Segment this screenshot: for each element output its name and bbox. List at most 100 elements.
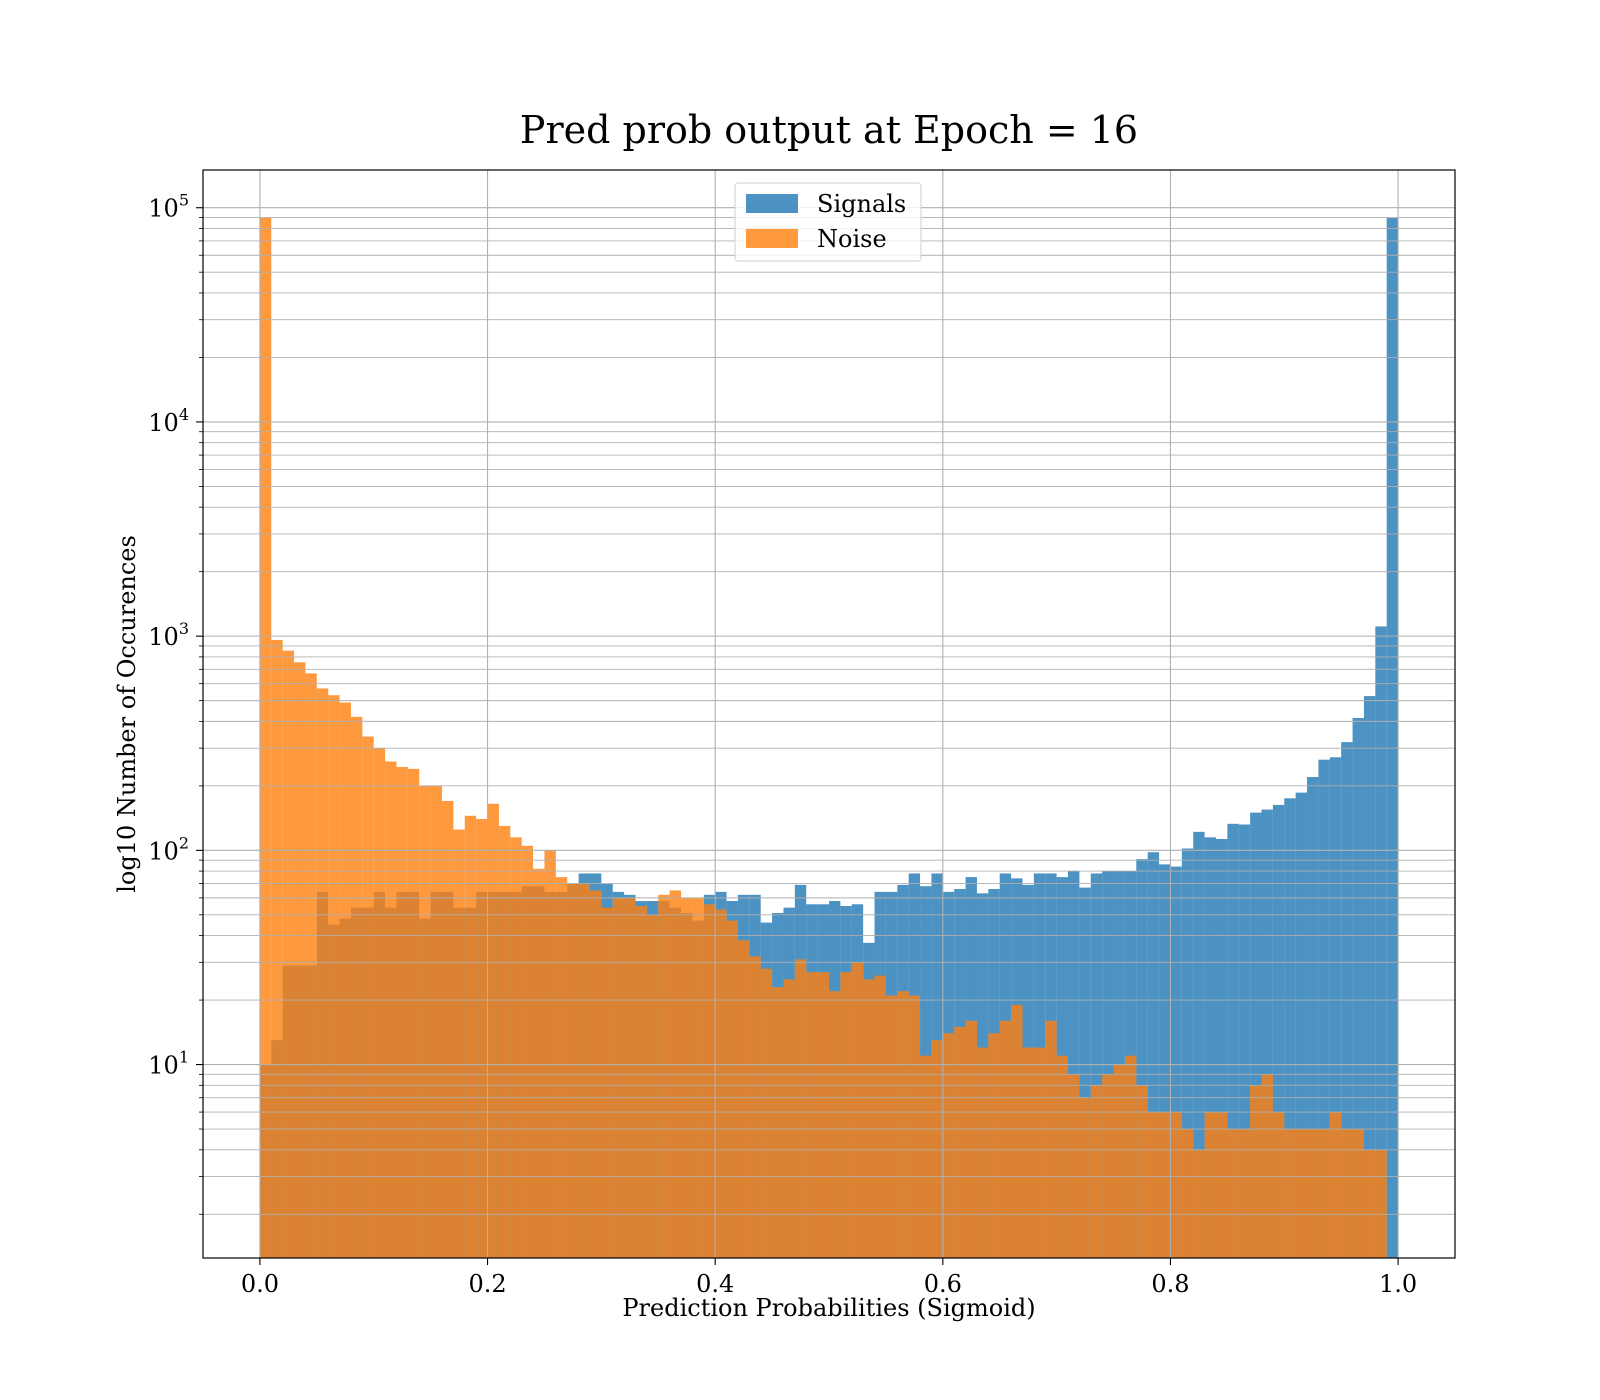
bar-noise [1341, 1129, 1353, 1258]
bar-noise [658, 894, 670, 1258]
bar-noise [1318, 1129, 1330, 1258]
bar-signals [1363, 696, 1376, 1258]
bar-noise [259, 217, 272, 1258]
bar-noise [476, 819, 488, 1258]
bar-noise [681, 897, 693, 1258]
bar-noise [1307, 1129, 1319, 1258]
bar-noise [1375, 1149, 1387, 1258]
bar-noise [498, 825, 511, 1258]
bar-noise [442, 800, 454, 1258]
bar-signals [1284, 798, 1296, 1258]
bar-signals [1307, 776, 1319, 1258]
bar-noise [851, 962, 864, 1258]
bar-signals [1090, 873, 1103, 1258]
legend-label-noise: Noise [817, 225, 887, 253]
bar-noise [737, 940, 750, 1258]
bar-noise [271, 639, 283, 1258]
bar-noise [567, 883, 579, 1258]
bar-signals [1250, 812, 1262, 1258]
bar-noise [988, 1033, 1000, 1258]
bar-noise [942, 1033, 955, 1258]
bar-noise [419, 785, 431, 1258]
bar-signals [1272, 804, 1285, 1258]
bar-noise [703, 904, 716, 1258]
bar-noise [430, 785, 443, 1258]
bar-noise [453, 829, 465, 1258]
bar-noise [487, 803, 499, 1258]
bar-signals [1193, 831, 1205, 1258]
bar-noise [385, 761, 397, 1258]
bar-signals [1136, 859, 1148, 1258]
bar-noise [464, 815, 477, 1258]
grid-layer [203, 170, 1455, 1258]
bar-noise [350, 716, 363, 1258]
bar-noise [1238, 1129, 1251, 1258]
bar-signals [1079, 887, 1091, 1258]
bar-noise [840, 972, 852, 1258]
bar-noise [1079, 1097, 1091, 1258]
bar-noise [362, 736, 374, 1258]
bar-noise [1363, 1149, 1376, 1258]
bar-noise [908, 995, 921, 1258]
bar-noise [1124, 1055, 1137, 1258]
bar-noise [510, 837, 522, 1258]
bar-signals [1159, 864, 1171, 1258]
bar-signals [1181, 848, 1194, 1258]
bar-noise [635, 905, 647, 1258]
bar-noise [1329, 1112, 1342, 1258]
bar-noise [715, 909, 727, 1258]
plot-frame [202, 169, 1456, 1259]
y-tick-label: 105 [148, 191, 189, 223]
bar-signals [1295, 792, 1308, 1258]
bar-noise [1181, 1129, 1194, 1258]
bar-signals [1215, 838, 1228, 1258]
bar-noise [783, 979, 795, 1258]
axes-layer: 0.0 0.2 0.4 0.6 0.8 1.0 101 102 103 104 105 [148, 191, 1417, 1298]
bar-noise [294, 662, 306, 1258]
legend-label-signals: Signals [817, 190, 906, 218]
bar-noise [305, 673, 317, 1258]
bars-layer [259, 217, 1399, 1258]
bar-noise [1068, 1074, 1080, 1258]
bar-noise [1056, 1055, 1069, 1258]
bar-noise [578, 883, 590, 1258]
bar-noise [726, 920, 738, 1258]
legend-swatch-noise [746, 229, 798, 248]
bar-noise [646, 914, 659, 1258]
bar-noise [1147, 1112, 1160, 1258]
bar-noise [1352, 1129, 1364, 1258]
bar-signals [1329, 757, 1342, 1258]
bar-noise [1011, 1004, 1023, 1258]
bar-noise [1045, 1020, 1057, 1258]
bar-noise [817, 972, 829, 1258]
bar-noise [396, 766, 408, 1258]
bar-signals [1238, 824, 1251, 1258]
bar-signals [1170, 866, 1182, 1258]
bar-signals [1147, 852, 1160, 1258]
x-axis-label: Prediction Probabilities (Sigmoid) [622, 1294, 1035, 1322]
bar-noise [601, 907, 613, 1258]
bar-noise [772, 987, 784, 1258]
bar-noise [1159, 1112, 1171, 1258]
bar-noise [1295, 1129, 1308, 1258]
bar-noise [1090, 1085, 1103, 1258]
bar-signals [1375, 626, 1387, 1258]
bar-signals [1386, 217, 1399, 1258]
x-tick-label: 0.0 [241, 1270, 279, 1298]
bar-noise [806, 972, 818, 1258]
x-tick-label: 0.2 [468, 1270, 506, 1298]
bar-noise [1022, 1047, 1034, 1258]
x-tick-label: 0.6 [924, 1270, 962, 1298]
x-tick-label: 1.0 [1379, 1270, 1417, 1298]
legend: Signals Noise [734, 182, 922, 262]
bar-noise [1170, 1112, 1182, 1258]
bar-noise [1272, 1112, 1285, 1258]
chart-title: Pred prob output at Epoch = 16 [520, 108, 1138, 152]
bar-noise [533, 868, 545, 1258]
bar-noise [760, 968, 773, 1258]
bar-noise [1113, 1064, 1125, 1258]
bar-noise [1227, 1129, 1239, 1258]
bar-noise [794, 959, 807, 1258]
bar-noise [965, 1020, 977, 1258]
